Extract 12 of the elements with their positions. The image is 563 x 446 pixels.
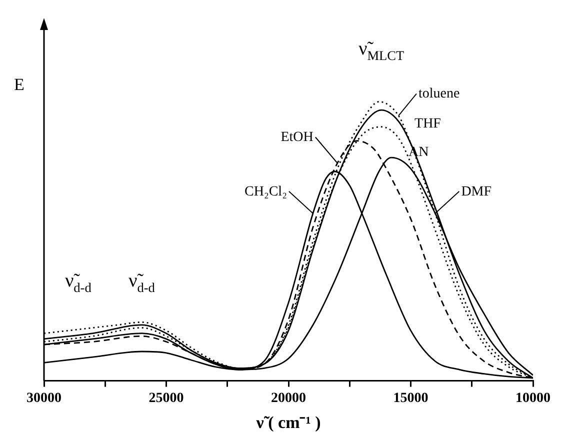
series-label: toluene <box>418 86 460 102</box>
text: CH₂Cl₂ <box>244 184 288 200</box>
x-tick-label: 30000 <box>26 390 62 406</box>
series-label: THF <box>414 116 442 132</box>
x-tick-label: 10000 <box>516 390 550 406</box>
x-tick-label: 25000 <box>148 390 184 406</box>
text: DMF <box>461 184 492 200</box>
x-tick-label: 15000 <box>393 390 428 406</box>
text: EtOH <box>280 130 314 146</box>
y-axis-title: E <box>14 75 24 94</box>
x-tick-label: 20000 <box>271 390 306 406</box>
x-axis-title: ν̃ ( cm⁻¹ ) <box>255 413 321 432</box>
